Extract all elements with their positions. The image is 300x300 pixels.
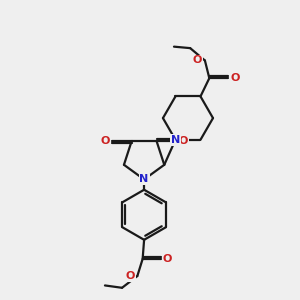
Text: N: N — [140, 174, 149, 184]
Text: O: O — [230, 73, 240, 83]
Text: O: O — [163, 254, 172, 264]
Text: N: N — [171, 135, 180, 145]
Text: O: O — [193, 56, 202, 65]
Text: O: O — [100, 136, 110, 146]
Text: O: O — [178, 136, 188, 146]
Text: O: O — [125, 271, 135, 281]
